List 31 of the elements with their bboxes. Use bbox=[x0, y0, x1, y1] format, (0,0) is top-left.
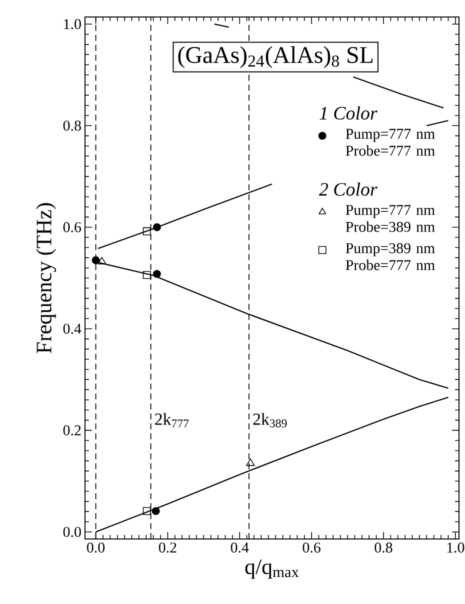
y-tick-label: 0.4 bbox=[63, 324, 82, 334]
x-tick-label: 1.0 bbox=[447, 542, 464, 553]
point bbox=[152, 507, 160, 516]
y-tick-label: 0.2 bbox=[63, 425, 81, 436]
ref-line-label: 2k$_{777}$ bbox=[155, 413, 189, 428]
point bbox=[152, 223, 161, 232]
point bbox=[246, 458, 255, 466]
x-tick-label: 0.8 bbox=[374, 542, 392, 553]
ref-line-label: 2k$_{389}$ bbox=[253, 412, 287, 428]
annotation: 1 Color bbox=[320, 106, 378, 120]
x-axis-title: q/q$_{max}$ bbox=[245, 560, 299, 579]
x-tick-label: 0.2 bbox=[158, 542, 176, 553]
y-axis-title: Frequency (THz) bbox=[36, 203, 56, 354]
y-tick-label: 1.0 bbox=[64, 19, 81, 30]
point bbox=[142, 227, 151, 236]
legend-label: Pump=777 nm Probe=777 nm bbox=[346, 128, 435, 156]
x-tick-label: 0.0 bbox=[87, 542, 105, 553]
point bbox=[98, 256, 106, 264]
point bbox=[92, 256, 100, 264]
legend-label: Pump=777 nm Probe=389 nm bbox=[346, 205, 435, 232]
point bbox=[152, 270, 161, 278]
annotation: 2 Color bbox=[318, 182, 378, 196]
y-tick-label: 0.6 bbox=[63, 222, 82, 232]
point bbox=[142, 270, 151, 279]
y-tick-label: 0.0 bbox=[63, 526, 81, 537]
y-tick-label: 0.8 bbox=[63, 120, 81, 131]
text: (GaAs)$_{24}$(AlAs)$_{8}$ SL bbox=[178, 46, 373, 68]
legend-label: Pump=389 nm Probe=777 nm bbox=[346, 243, 435, 270]
point bbox=[142, 507, 151, 516]
x-tick-label: 0.6 bbox=[302, 542, 320, 553]
x-tick-label: 0.4 bbox=[230, 542, 249, 553]
